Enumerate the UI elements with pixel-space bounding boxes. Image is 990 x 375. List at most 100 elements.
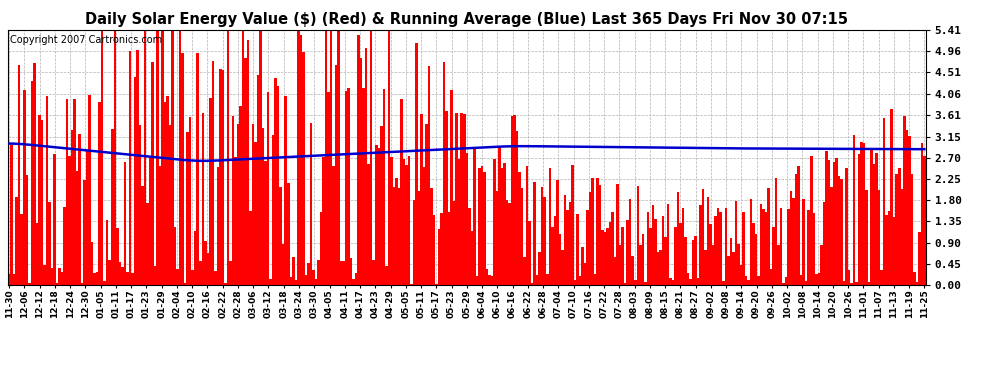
Bar: [50, 268, 53, 285]
Bar: [669, 278, 671, 285]
Bar: [21, 214, 23, 285]
Bar: [612, 212, 614, 285]
Bar: [68, 156, 70, 285]
Bar: [491, 276, 493, 285]
Bar: [544, 197, 546, 285]
Bar: [847, 270, 850, 285]
Bar: [33, 63, 36, 285]
Bar: [423, 166, 426, 285]
Bar: [534, 183, 536, 285]
Bar: [191, 270, 194, 285]
Bar: [137, 50, 139, 285]
Bar: [274, 78, 277, 285]
Bar: [795, 174, 797, 285]
Bar: [619, 245, 622, 285]
Bar: [646, 213, 649, 285]
Bar: [511, 116, 513, 285]
Bar: [73, 99, 76, 285]
Bar: [44, 266, 46, 285]
Bar: [144, 30, 147, 285]
Bar: [176, 269, 179, 285]
Bar: [166, 96, 169, 285]
Bar: [46, 96, 49, 285]
Bar: [398, 188, 400, 285]
Bar: [777, 245, 780, 285]
Bar: [161, 30, 163, 285]
Bar: [370, 30, 372, 285]
Bar: [486, 268, 488, 285]
Bar: [362, 88, 365, 285]
Bar: [60, 272, 63, 285]
Bar: [906, 130, 908, 285]
Bar: [83, 180, 86, 285]
Bar: [810, 156, 813, 285]
Bar: [873, 164, 875, 285]
Bar: [330, 30, 333, 285]
Bar: [707, 196, 710, 285]
Bar: [571, 165, 573, 285]
Bar: [493, 159, 496, 285]
Bar: [325, 30, 328, 285]
Bar: [661, 216, 664, 285]
Bar: [300, 34, 302, 285]
Bar: [815, 274, 818, 285]
Bar: [196, 53, 199, 285]
Bar: [767, 188, 770, 285]
Bar: [282, 244, 284, 285]
Bar: [860, 142, 863, 285]
Bar: [898, 168, 901, 285]
Bar: [868, 282, 870, 285]
Bar: [415, 43, 418, 285]
Bar: [295, 280, 297, 285]
Bar: [28, 282, 31, 285]
Bar: [333, 166, 335, 285]
Bar: [901, 189, 903, 285]
Bar: [468, 208, 470, 285]
Bar: [546, 273, 548, 285]
Bar: [463, 114, 465, 285]
Bar: [689, 279, 692, 285]
Bar: [699, 205, 702, 285]
Bar: [153, 266, 156, 285]
Title: Daily Solar Energy Value ($) (Red) & Running Average (Blue) Last 365 Days Fri No: Daily Solar Energy Value ($) (Red) & Run…: [85, 12, 848, 27]
Bar: [408, 156, 410, 285]
Bar: [375, 145, 377, 285]
Bar: [717, 208, 720, 285]
Bar: [712, 244, 715, 285]
Bar: [147, 203, 148, 285]
Bar: [632, 256, 634, 285]
Bar: [338, 30, 340, 285]
Bar: [792, 198, 795, 285]
Bar: [715, 216, 717, 285]
Bar: [428, 66, 431, 285]
Bar: [124, 162, 126, 285]
Bar: [579, 276, 581, 285]
Bar: [23, 90, 26, 285]
Bar: [785, 277, 787, 285]
Bar: [513, 115, 516, 285]
Bar: [584, 263, 586, 285]
Bar: [121, 267, 124, 285]
Bar: [654, 219, 656, 285]
Bar: [841, 179, 842, 285]
Bar: [488, 275, 491, 285]
Bar: [119, 262, 121, 285]
Bar: [98, 102, 101, 285]
Bar: [671, 280, 674, 285]
Bar: [692, 240, 694, 285]
Bar: [519, 172, 521, 285]
Bar: [194, 231, 196, 285]
Bar: [219, 69, 222, 285]
Bar: [49, 202, 50, 285]
Bar: [352, 279, 354, 285]
Bar: [651, 206, 654, 285]
Bar: [823, 202, 825, 285]
Bar: [264, 160, 267, 285]
Bar: [664, 237, 666, 285]
Bar: [312, 270, 315, 285]
Bar: [163, 102, 166, 285]
Bar: [279, 187, 282, 285]
Bar: [516, 130, 519, 285]
Bar: [496, 191, 498, 285]
Bar: [11, 145, 13, 285]
